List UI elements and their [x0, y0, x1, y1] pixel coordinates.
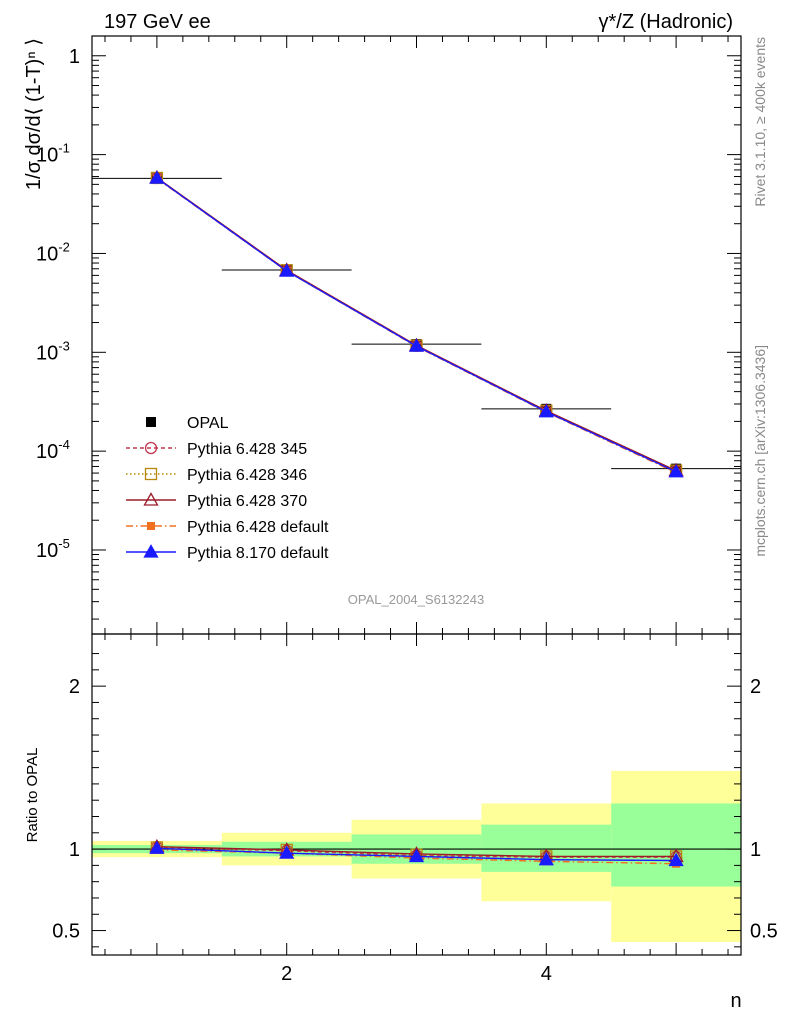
ratio-y-tick-label-right: 1: [750, 839, 761, 861]
main-marker-s5-1: [149, 170, 165, 184]
y-axis-label: 1/σ dσ/d⟨ (1-T)ⁿ ⟩: [23, 38, 45, 190]
ratio-y-tick-label: 0.5: [52, 921, 80, 943]
side-text-rivet: Rivet 3.1.10, ≥ 400k events: [752, 37, 768, 207]
y-tick-exponent: -3: [58, 338, 70, 353]
y-tick-label: 1: [69, 46, 80, 68]
y-tick-exponent: -5: [58, 536, 70, 551]
legend-label-3: Pythia 6.428 370: [187, 493, 307, 510]
legend-label-opal: OPAL: [187, 415, 229, 432]
y-tick-label: 10-5: [36, 536, 70, 562]
main-series-lines: [92, 169, 741, 478]
y-tick-label: 10-3: [36, 338, 70, 364]
main-line-series-4: [156, 178, 677, 474]
ratio-y-tick-label-right: 0.5: [750, 921, 778, 943]
legend-label-1: Pythia 6.428 345: [187, 441, 307, 458]
side-text-mcplots: mcplots.cern.ch [arXiv:1306.3436]: [752, 345, 768, 557]
main-line-series-1: [156, 177, 677, 472]
ratio-y-axis-label: Ratio to OPAL: [24, 748, 41, 843]
band-inner-bin-5: [611, 803, 741, 887]
legend: OPAL Pythia 6.428 345 Pythia 6.428 346 Pyth…: [126, 415, 329, 562]
ratio-marker-s5-3: [408, 848, 425, 863]
ratio-series-lines: [92, 838, 741, 868]
x-tick-label: 2: [281, 963, 292, 985]
ratio-marker-s5-5: [668, 852, 684, 867]
y-tick-label: 10-4: [36, 437, 70, 463]
x-axis-label: n: [730, 990, 741, 1012]
y-tick-exponent: -2: [58, 239, 70, 254]
analysis-watermark: OPAL_2004_S6132243: [348, 592, 484, 607]
ratio-marker-s5-2: [279, 845, 295, 859]
y-tick-exponent: -1: [58, 141, 70, 156]
x-tick-label: 4: [541, 963, 552, 985]
legend-marker-1: [144, 441, 158, 455]
legend-marker-2: [144, 467, 158, 481]
ratio-y-tick-label-right: 2: [750, 676, 761, 698]
ratio-y-tick-label: 2: [69, 676, 80, 698]
top-right-label: γ*/Z (Hadronic): [599, 11, 733, 33]
main-marker-s5-2: [279, 263, 295, 277]
top-left-label: 197 GeV ee: [104, 11, 211, 33]
legend-label-2: Pythia 6.428 346: [187, 467, 307, 484]
main-line-series-5: [156, 177, 677, 473]
main-marker-s5-4: [538, 403, 554, 418]
legend-marker-opal: [146, 417, 156, 427]
main-line-series-3: [156, 177, 677, 472]
main-marker-s5-5: [668, 463, 684, 478]
ratio-marker-s5-1: [149, 840, 165, 854]
legend-label-4: Pythia 6.428 default: [187, 519, 329, 536]
y-tick-exponent: -4: [58, 437, 70, 452]
legend-label-5: Pythia 8.170 default: [187, 545, 329, 562]
y-tick-label: 10-2: [36, 239, 70, 265]
ratio-y-tick-label: 1: [69, 839, 80, 861]
legend-marker-5: [143, 544, 159, 558]
main-line-series-2: [156, 177, 677, 472]
ratio-marker-s5-4: [538, 851, 554, 866]
legend-marker-4: [147, 522, 155, 530]
main-marker-s5-3: [408, 338, 425, 352]
legend-marker-3: [143, 492, 159, 506]
